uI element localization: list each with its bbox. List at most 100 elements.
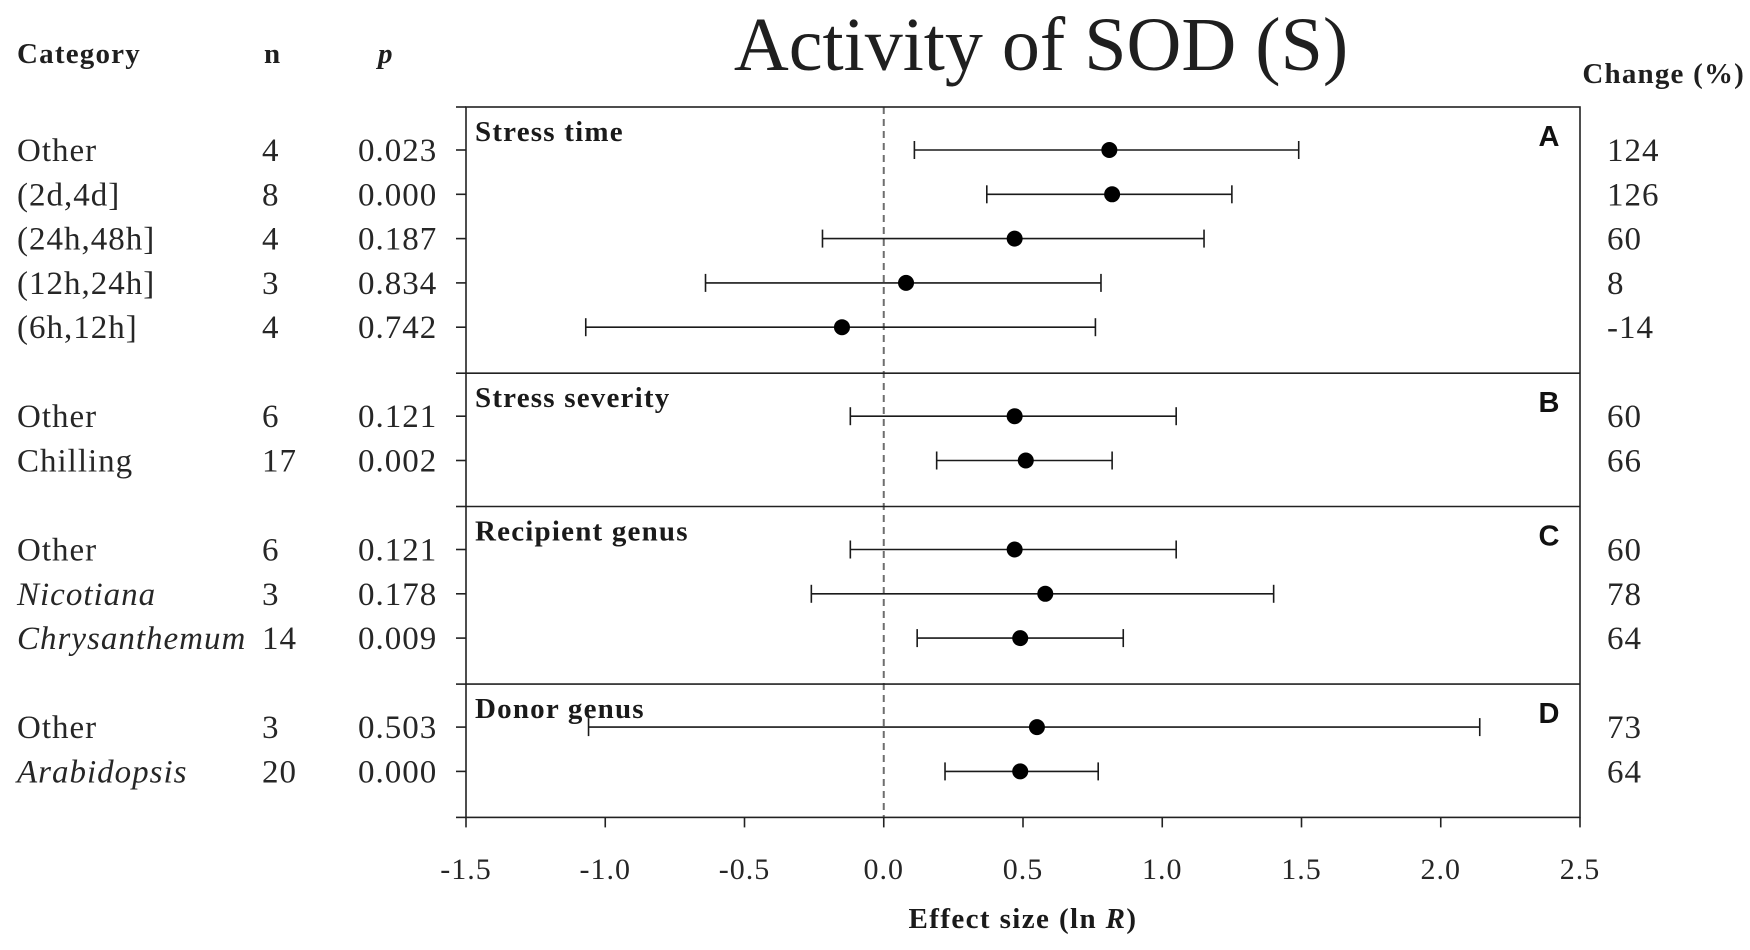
panel-d-row-1-change-value: 73: [1607, 710, 1642, 746]
panel-a-row-1-n-value: 4: [262, 133, 280, 169]
panel-a-row-2-change-value: 126: [1607, 177, 1660, 213]
x-tick-label-0: -1.5: [440, 853, 492, 886]
x-axis-label-close: ): [1126, 903, 1137, 935]
panel-d-row-2-change-value: 64: [1607, 754, 1642, 790]
panel-c-row-2-mean-point: [1037, 585, 1054, 602]
panel-b-letter: B: [1539, 387, 1560, 419]
panel-a-row-5-change-value: -14: [1607, 310, 1654, 346]
panel-a-row-5-category: (6h,12h]: [17, 310, 138, 346]
x-tick-label-4: 0.5: [1003, 853, 1044, 886]
panel-d-row-2-n-value: 20: [262, 754, 297, 790]
panel-a-row-5-mean-point: [833, 319, 850, 336]
panel-d-row-2-mean-point: [1012, 763, 1029, 780]
panel-d-row-1-mean-point: [1028, 719, 1045, 736]
panel-a-row-3-n-value: 4: [262, 222, 280, 258]
panel-a-row-4-mean-point: [898, 274, 915, 291]
panel-b-row-2-p-value: 0.002: [358, 444, 437, 480]
panel-c-row-3-change-value: 64: [1607, 621, 1642, 657]
panel-a-row-5: (6h,12h] 4 0.742 -14: [17, 310, 1654, 346]
panel-d-row-2-category: Arabidopsis: [15, 754, 188, 790]
panel-b-row-2-mean-point: [1017, 452, 1034, 469]
panel-b-row-1-p-value: 0.121: [358, 399, 437, 435]
panel-b-row-2-n-value: 17: [262, 444, 297, 480]
panel-a-title: Stress time: [475, 116, 624, 148]
panel-b-row-1-category: Other: [17, 399, 97, 435]
panel-a-row-2: (2d,4d] 8 0.000 126: [17, 177, 1660, 213]
panel-c: Recipient genus C Other 6 0.121 60 Nicotiana 3 0…: [16, 505, 1642, 657]
x-axis-label: Effect size (ln R): [909, 903, 1138, 935]
panel-a-row-5-n-value: 4: [262, 310, 280, 346]
panel-a-row-1: Other 4 0.023 124: [17, 133, 1660, 169]
x-tick-label-2: -0.5: [719, 853, 771, 886]
panel-c-row-1: Other 6 0.121 60: [17, 533, 1642, 569]
panel-c-row-2-change-value: 78: [1607, 577, 1642, 613]
header-p: p: [375, 38, 394, 70]
panel-c-row-1-p-value: 0.121: [358, 533, 437, 569]
panel-c-title: Recipient genus: [475, 516, 689, 548]
panel-a-row-2-mean-point: [1104, 186, 1121, 203]
panel-b-row-1-mean-point: [1006, 408, 1023, 425]
panel-c-row-1-mean-point: [1006, 541, 1023, 558]
panel-a-row-4-category: (12h,24h]: [17, 266, 155, 302]
panel-b-row-2-category: Chilling: [17, 444, 133, 480]
panel-b-title: Stress severity: [475, 382, 670, 414]
panel-a-row-3-p-value: 0.187: [358, 222, 437, 258]
panel-c-row-2: Nicotiana 3 0.178 78: [16, 577, 1642, 613]
header-change: Change (%): [1582, 58, 1745, 90]
panel-a-row-3-change-value: 60: [1607, 222, 1642, 258]
panel-c-row-2-p-value: 0.178: [358, 577, 437, 613]
panel-a-row-3: (24h,48h] 4 0.187 60: [17, 222, 1642, 258]
panel-c-row-3-mean-point: [1012, 630, 1029, 647]
panel-c-row-1-change-value: 60: [1607, 533, 1642, 569]
panel-c-row-3-n-value: 14: [262, 621, 297, 657]
panel-a-row-4-change-value: 8: [1607, 266, 1625, 302]
panel-b: Stress severity B Other 6 0.121 60 Chilling 17 0…: [17, 372, 1642, 480]
panel-d-letter: D: [1539, 698, 1560, 730]
x-tick-label-6: 1.5: [1281, 853, 1322, 886]
panel-d-row-1-category: Other: [17, 710, 97, 746]
panel-c-row-3-p-value: 0.009: [358, 621, 437, 657]
panel-a-row-2-p-value: 0.000: [358, 177, 437, 213]
panel-c-row-1-n-value: 6: [262, 533, 280, 569]
panel-a-row-4-n-value: 3: [262, 266, 280, 302]
panel-a-row-3-mean-point: [1006, 230, 1023, 247]
panel-d-title: Donor genus: [475, 693, 645, 725]
panel-a-row-1-mean-point: [1101, 142, 1118, 158]
panel-c-row-3-category: Chrysanthemum: [17, 621, 246, 657]
panel-d-row-2: Arabidopsis 20 0.000 64: [15, 754, 1642, 790]
chart-title: Activity of SOD (S): [734, 3, 1348, 87]
panel-a-row-2-category: (2d,4d]: [17, 177, 120, 213]
panel-a-row-1-p-value: 0.023: [358, 133, 437, 169]
panel-b-row-1-change-value: 60: [1607, 399, 1642, 435]
x-tick-label-5: 1.0: [1142, 853, 1183, 886]
panel-b-row-1: Other 6 0.121 60: [17, 399, 1642, 435]
header-n: n: [264, 38, 281, 70]
panel-a-row-4: (12h,24h] 3 0.834 8: [17, 266, 1625, 302]
header-category: Category: [17, 38, 141, 70]
panel-a-row-2-n-value: 8: [262, 177, 280, 213]
plot-area: Stress time A Other 4 0.023 124 (2d,4d] 8 0.000 1…: [15, 106, 1660, 886]
panel-d-row-1-p-value: 0.503: [358, 710, 437, 746]
panel-a-row-5-p-value: 0.742: [358, 310, 437, 346]
x-tick-label-3: 0.0: [864, 853, 905, 886]
panel-c-row-2-category: Nicotiana: [16, 577, 156, 613]
x-tick-label-8: 2.5: [1560, 853, 1601, 886]
panel-b-row-1-n-value: 6: [262, 399, 280, 435]
panel-c-letter: C: [1539, 521, 1560, 553]
x-axis-label-variable: R: [1105, 903, 1127, 935]
panel-a-row-4-p-value: 0.834: [358, 266, 437, 302]
panel-a-letter: A: [1539, 121, 1560, 153]
x-tick-label-7: 2.0: [1421, 853, 1462, 886]
panel-a-row-1-change-value: 124: [1607, 133, 1660, 169]
panel-b-row-2: Chilling 17 0.002 66: [17, 444, 1642, 480]
panel-a-row-1-category: Other: [17, 133, 97, 169]
x-axis-label-text: Effect size (ln: [909, 903, 1106, 935]
panel-d-row-1-n-value: 3: [262, 710, 280, 746]
panel-a-row-3-category: (24h,48h]: [17, 222, 155, 258]
panel-a: Stress time A Other 4 0.023 124 (2d,4d] 8 0.000 1…: [17, 116, 1660, 346]
x-tick-label-1: -1.0: [580, 853, 632, 886]
panel-b-row-2-change-value: 66: [1607, 444, 1642, 480]
panel-d: Donor genus D Other 3 0.503 73 Arabidopsis 20 0.…: [15, 683, 1642, 790]
